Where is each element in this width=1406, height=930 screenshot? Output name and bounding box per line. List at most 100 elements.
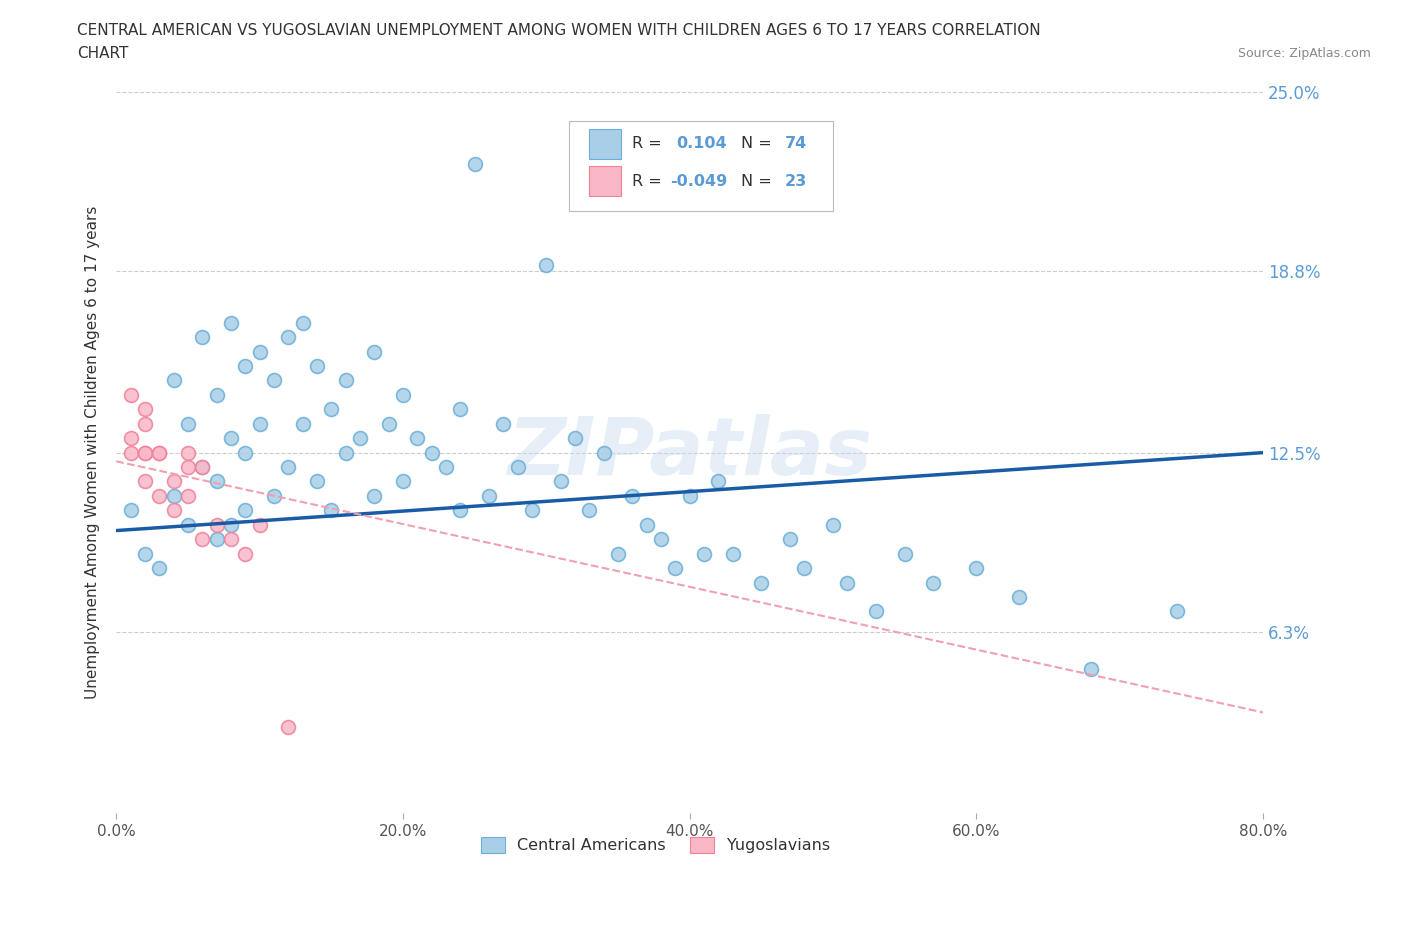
Point xyxy=(377,417,399,432)
Text: ZIPatlas: ZIPatlas xyxy=(508,414,872,492)
Point xyxy=(219,532,242,547)
Point xyxy=(134,417,156,432)
Text: 23: 23 xyxy=(785,174,807,189)
Point xyxy=(335,445,357,460)
Point xyxy=(506,459,529,474)
Point xyxy=(191,459,214,474)
Text: CHART: CHART xyxy=(77,46,129,61)
Point xyxy=(693,546,716,561)
Point xyxy=(464,156,486,171)
Point xyxy=(650,532,672,547)
Point xyxy=(219,315,242,330)
Point xyxy=(707,474,730,489)
Point xyxy=(894,546,917,561)
Point xyxy=(1008,590,1031,604)
Point xyxy=(1166,604,1188,618)
Point xyxy=(291,417,314,432)
Text: -0.049: -0.049 xyxy=(671,174,727,189)
Point xyxy=(177,459,200,474)
Point xyxy=(449,503,471,518)
Point xyxy=(120,388,142,403)
Point xyxy=(349,431,371,445)
Point xyxy=(219,431,242,445)
Point xyxy=(520,503,543,518)
Point xyxy=(564,431,586,445)
Point xyxy=(249,517,271,532)
Bar xyxy=(589,128,621,159)
Point xyxy=(148,561,170,576)
Point xyxy=(177,417,200,432)
Point xyxy=(263,373,285,388)
Point xyxy=(162,503,184,518)
Point xyxy=(205,532,228,547)
Text: 0.104: 0.104 xyxy=(676,137,727,152)
Point xyxy=(536,258,558,272)
Point xyxy=(177,517,200,532)
Point xyxy=(120,431,142,445)
Text: R =: R = xyxy=(633,174,662,189)
Point xyxy=(335,373,357,388)
Point xyxy=(793,561,815,576)
Point xyxy=(120,445,142,460)
Point xyxy=(191,330,214,345)
Point xyxy=(191,532,214,547)
Point xyxy=(434,459,457,474)
Point xyxy=(823,517,845,532)
Point xyxy=(148,445,170,460)
Text: N =: N = xyxy=(741,174,772,189)
Point xyxy=(321,503,343,518)
Point xyxy=(305,474,328,489)
Point xyxy=(636,517,658,532)
Point xyxy=(233,359,256,374)
Legend: Central Americans, Yugoslavians: Central Americans, Yugoslavians xyxy=(474,830,837,859)
Point xyxy=(621,488,644,503)
Point xyxy=(205,474,228,489)
Point xyxy=(277,459,299,474)
Point xyxy=(134,445,156,460)
Bar xyxy=(589,166,621,196)
Point xyxy=(592,445,614,460)
Point xyxy=(148,488,170,503)
Point xyxy=(406,431,429,445)
Point xyxy=(134,402,156,417)
Point xyxy=(578,503,600,518)
Point xyxy=(363,344,385,359)
Point xyxy=(966,561,988,576)
Point xyxy=(751,575,773,590)
Point xyxy=(134,445,156,460)
Point xyxy=(779,532,801,547)
Point xyxy=(392,388,415,403)
Text: 74: 74 xyxy=(785,137,807,152)
Point xyxy=(177,445,200,460)
Point xyxy=(249,344,271,359)
Point xyxy=(679,488,702,503)
Point xyxy=(837,575,859,590)
Point xyxy=(1080,661,1102,676)
Point xyxy=(148,445,170,460)
FancyBboxPatch shape xyxy=(569,121,834,211)
Point xyxy=(291,315,314,330)
Point xyxy=(721,546,744,561)
Point xyxy=(120,503,142,518)
Point xyxy=(492,417,515,432)
Point xyxy=(177,488,200,503)
Text: Source: ZipAtlas.com: Source: ZipAtlas.com xyxy=(1237,46,1371,60)
Point xyxy=(277,330,299,345)
Point xyxy=(277,720,299,735)
Text: CENTRAL AMERICAN VS YUGOSLAVIAN UNEMPLOYMENT AMONG WOMEN WITH CHILDREN AGES 6 TO: CENTRAL AMERICAN VS YUGOSLAVIAN UNEMPLOY… xyxy=(77,23,1040,38)
Point xyxy=(162,488,184,503)
Point xyxy=(162,373,184,388)
Point xyxy=(263,488,285,503)
Text: N =: N = xyxy=(741,137,772,152)
Text: R =: R = xyxy=(633,137,662,152)
Point xyxy=(191,459,214,474)
Point xyxy=(233,445,256,460)
Point xyxy=(550,474,572,489)
Point xyxy=(607,546,630,561)
Point xyxy=(922,575,945,590)
Y-axis label: Unemployment Among Women with Children Ages 6 to 17 years: Unemployment Among Women with Children A… xyxy=(86,206,100,699)
Point xyxy=(363,488,385,503)
Point xyxy=(134,546,156,561)
Point xyxy=(449,402,471,417)
Point xyxy=(420,445,443,460)
